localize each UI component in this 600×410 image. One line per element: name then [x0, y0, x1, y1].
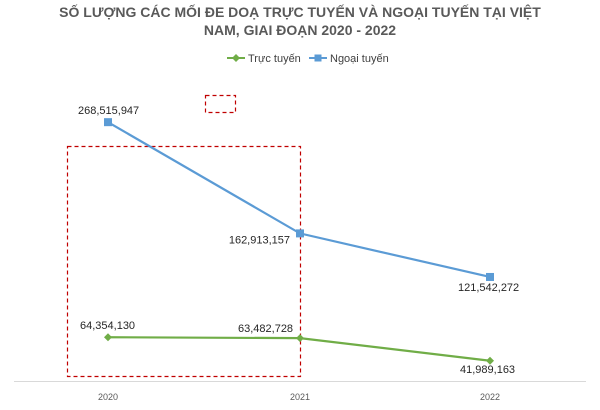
data-label-truc-tuyen-2022: 41,989,163 [460, 364, 515, 376]
legend-marker-ngoai-tuyen [314, 54, 322, 62]
small-annotation-box [204, 94, 237, 114]
data-label-ngoai-tuyen-2021: 162,913,157 [229, 234, 290, 246]
point-truc-tuyen-2021 [296, 334, 304, 343]
series-line-ngoai-tuyen [107, 121, 491, 279]
x-tick-label-2021: 2021 [290, 392, 310, 402]
point-truc-tuyen-2020 [104, 333, 112, 342]
x-tick-label-2020: 2020 [98, 392, 118, 402]
x-tick-label-2022: 2022 [480, 392, 500, 402]
point-ngoai-tuyen-2020 [104, 118, 112, 127]
point-truc-tuyen-2022 [486, 356, 494, 365]
data-label-ngoai-tuyen-2022: 121,542,272 [458, 282, 519, 294]
x-axis-ticks: 2020 2021 2022 [98, 392, 500, 402]
data-label-truc-tuyen-2021: 63,482,728 [238, 323, 293, 335]
point-ngoai-tuyen-2021 [296, 229, 304, 238]
data-label-truc-tuyen-2020: 64,354,130 [80, 320, 135, 332]
data-label-ngoai-tuyen-2020: 268,515,947 [78, 105, 139, 117]
series-truc-tuyen: 64,354,130 63,482,728 41,989,163 [80, 320, 515, 376]
legend-label-truc-tuyen: Trực tuyến [248, 53, 301, 65]
legend-marker-truc-tuyen [232, 54, 240, 62]
highlight-box [66, 145, 302, 378]
legend-label-ngoai-tuyen: Ngoại tuyến [330, 53, 389, 65]
chart-title-line-1: SỐ LƯỢNG CÁC MỐI ĐE DOẠ TRỰC TUYẾN VÀ NG… [59, 3, 541, 20]
point-ngoai-tuyen-2022 [486, 272, 494, 281]
legend: Trực tuyến Ngoại tuyến [227, 53, 389, 65]
series-ngoai-tuyen: 268,515,947 162,913,157 121,542,272 [78, 105, 519, 294]
chart-title-line-2: NAM, GIAI ĐOẠN 2020 - 2022 [204, 22, 396, 38]
